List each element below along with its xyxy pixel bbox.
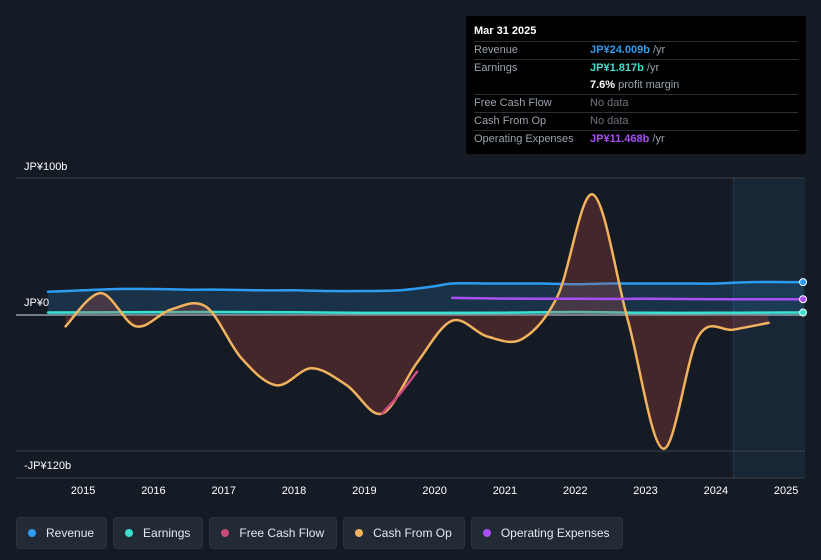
earnings-line [46,310,805,315]
x-tick-label: 2020 [422,485,447,497]
legend-label: Earnings [143,526,191,540]
x-tick-label: 2024 [703,485,729,497]
cash-from-op-area [65,194,769,449]
tooltip-row-value: No data [590,115,629,127]
tooltip-date: Mar 31 2025 [474,25,537,37]
tooltip-row: 7.6% profit margin [474,77,798,94]
y-tick-label-bottom: -JP¥120b [24,460,72,472]
legend-item-earnings[interactable]: Earnings [113,517,204,549]
operating-expenses-line [450,296,805,301]
tooltip-row-label: Free Cash Flow [474,97,552,109]
legend-item-cash-from-op[interactable]: Cash From Op [343,517,465,549]
x-tick-label: 2018 [281,485,307,497]
x-tick-label: 2015 [70,485,96,497]
x-tick-label: 2016 [141,485,166,497]
tooltip-row-label: Cash From Op [474,115,547,127]
tooltip-row: Operating Expenses JP¥11.468b /yr [474,130,798,148]
tooltip-row-label: Earnings [474,62,518,74]
operating-expenses-end-marker [799,295,807,304]
y-tick-label-zero: JP¥0 [24,297,50,309]
y-tick-label-top: JP¥100b [24,161,68,173]
legend-dot-icon [355,529,364,537]
legend-dot-icon [28,529,36,537]
cash-from-op-line [64,193,770,450]
free-cash-flow-line [380,370,419,415]
tooltip-row: Free Cash Flow No data [474,94,798,112]
legend-label: Revenue [46,526,95,540]
tooltip-row-label [474,77,590,94]
tooltip-row-value: 7.6% profit margin [590,79,680,91]
hover-tooltip: Mar 31 2025 Revenue JP¥24.009b /yr Earning… [466,16,806,154]
x-tick-label: 2017 [211,485,236,497]
legend-dot-icon [221,529,230,537]
tooltip-row-label: Revenue [474,44,519,56]
x-tick-label: 2021 [492,485,518,497]
tooltip-row-value: No data [590,97,629,109]
tooltip-row-value: JP¥24.009b /yr [590,44,666,56]
tooltip-row: Revenue JP¥24.009b /yr [474,41,798,59]
earnings-end-marker [799,308,807,317]
chart-legend: Revenue Earnings Free Cash Flow Cash From O… [16,517,623,549]
legend-item-free-cash-flow[interactable]: Free Cash Flow [209,517,338,549]
tooltip-row-label: Operating Expenses [474,133,574,145]
legend-item-revenue[interactable]: Revenue [16,517,108,549]
legend-label: Cash From Op [373,526,452,540]
x-tick-label: 2023 [633,485,658,497]
legend-item-operating-expenses[interactable]: Operating Expenses [470,517,623,549]
legend-dot-icon [482,529,491,537]
tooltip-row: Cash From Op No data [474,112,798,130]
tooltip-row-value: JP¥11.468b /yr [590,133,665,145]
revenue-line [46,280,805,293]
tooltip-row-value: JP¥1.817b /yr [590,62,660,74]
x-tick-label: 2019 [352,485,377,497]
legend-dot-icon [125,529,134,537]
revenue-end-marker [799,278,807,287]
x-tick-label: 2025 [773,485,799,497]
tooltip-row: Earnings JP¥1.817b /yr [474,59,798,77]
legend-label: Free Cash Flow [239,526,325,540]
legend-label: Operating Expenses [500,526,610,540]
x-tick-label: 2022 [563,485,588,497]
